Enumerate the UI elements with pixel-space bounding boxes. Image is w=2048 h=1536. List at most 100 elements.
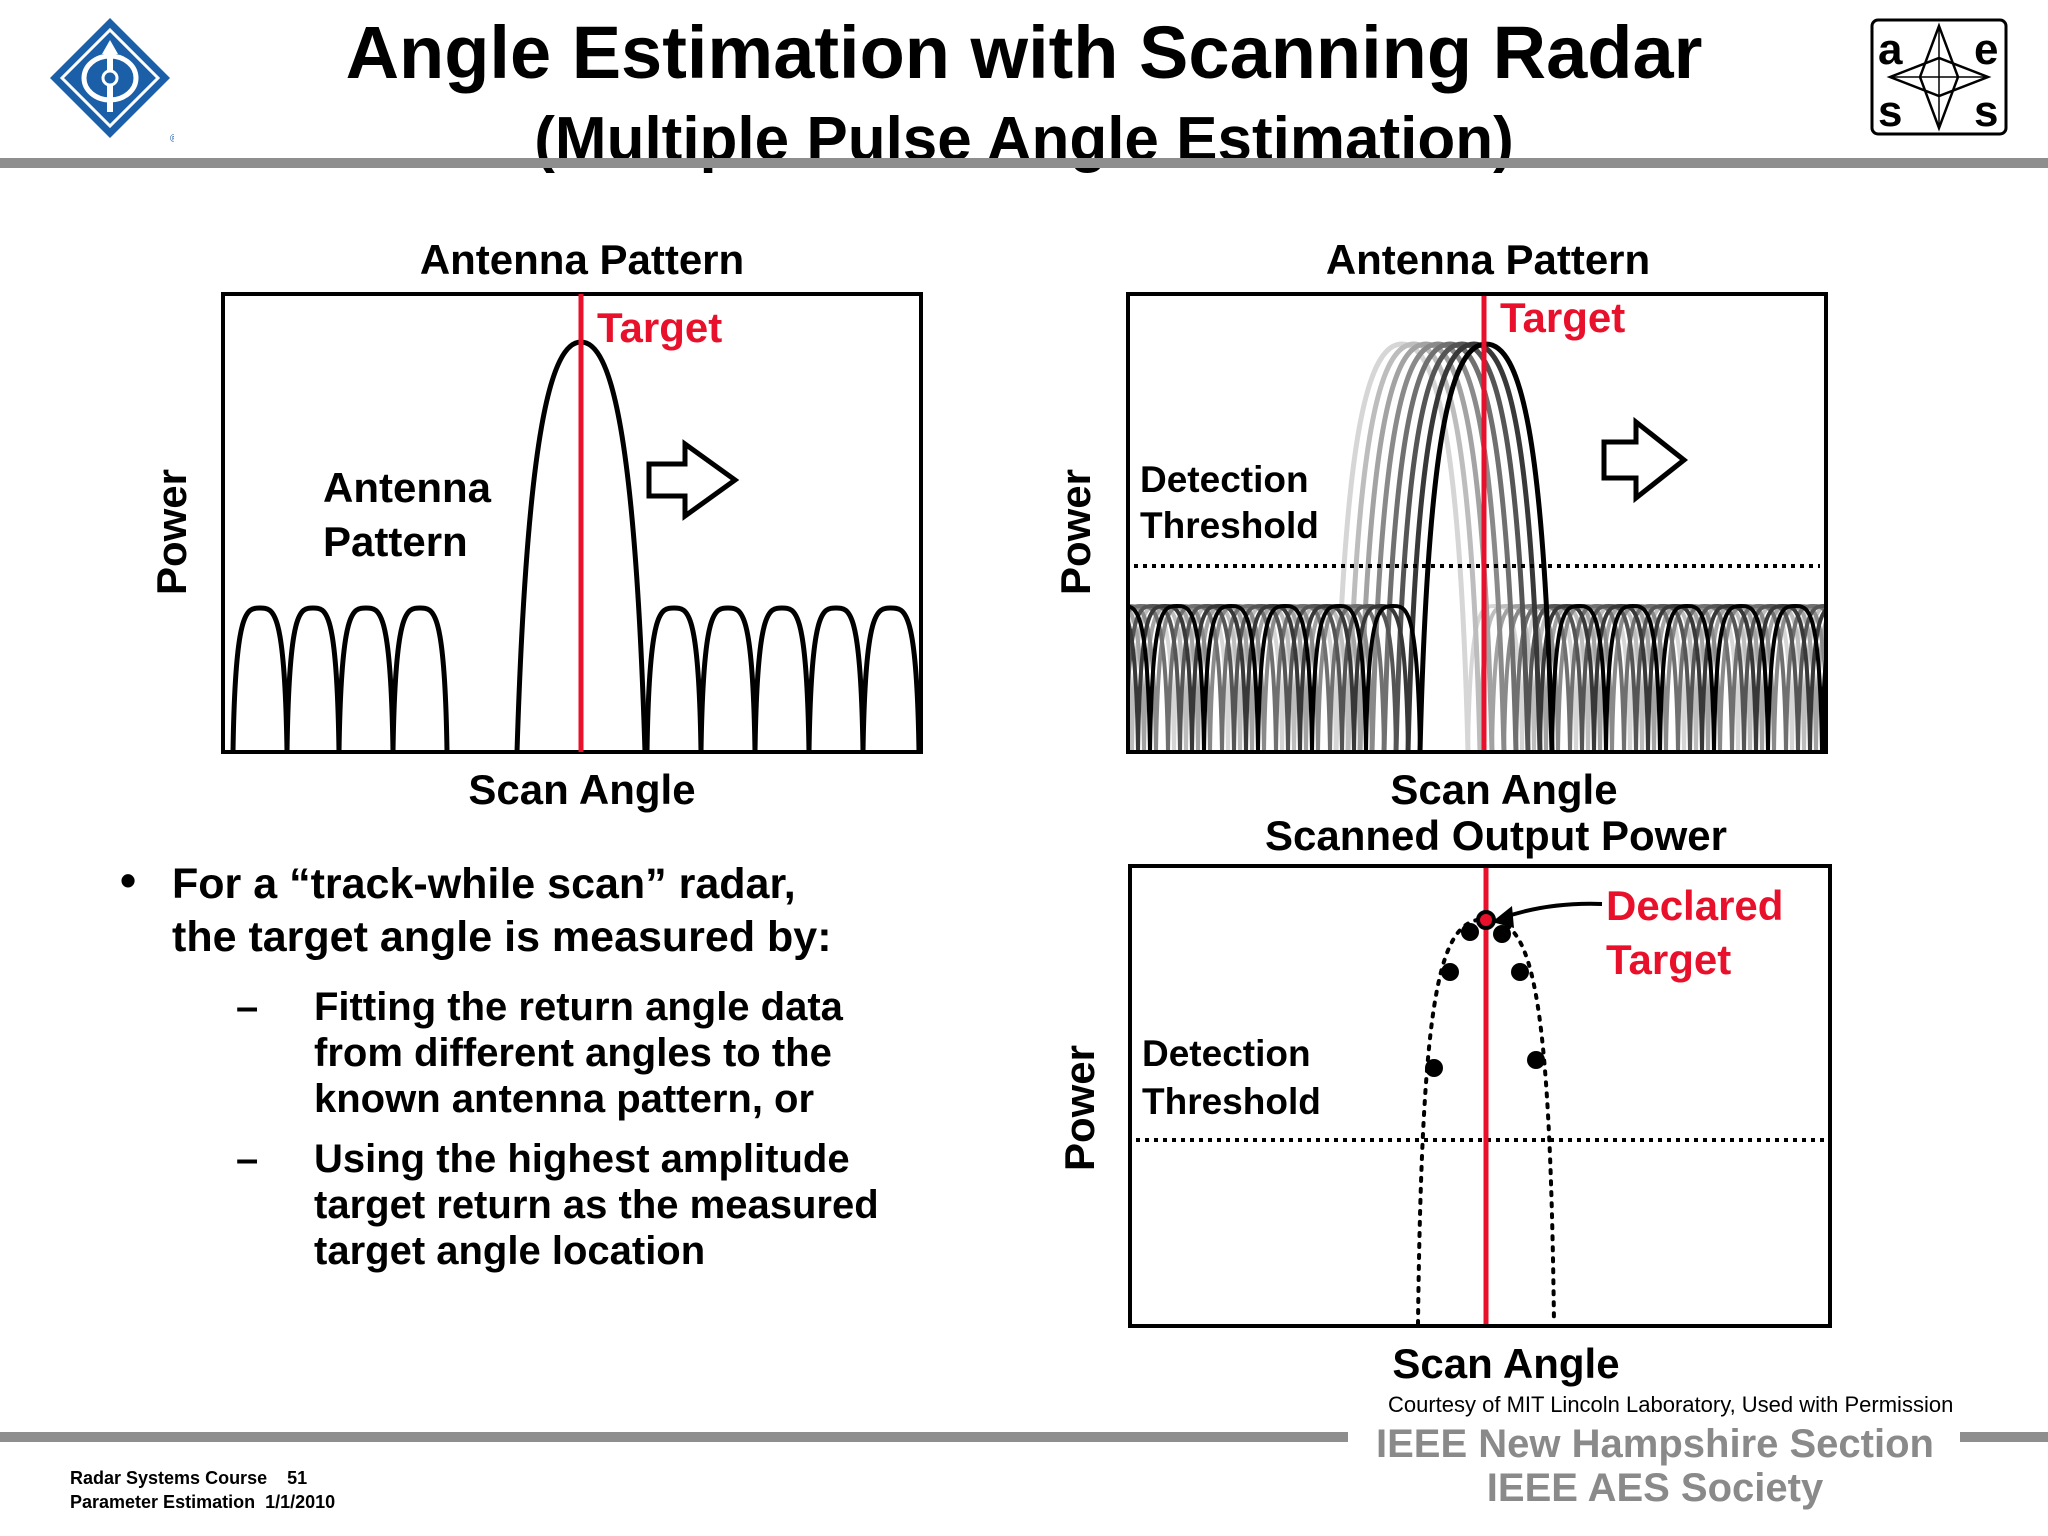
- footer-page: 51: [287, 1468, 308, 1488]
- sub1-line-1: Fitting the return angle data: [314, 985, 843, 1029]
- aes-logo-letter-e: e: [1974, 25, 1998, 74]
- left-y-label: Power: [148, 468, 195, 596]
- antenna-lobe: [1232, 603, 1290, 750]
- right-top-target-label: Target: [1500, 294, 1625, 341]
- aes-logo: a e s s: [1870, 18, 2008, 136]
- declared-label-1: Declared: [1606, 882, 1783, 929]
- antenna-lobe: [1310, 603, 1368, 750]
- scanned-main-lobe: [1393, 341, 1531, 750]
- left-pattern-label-2: Pattern: [323, 518, 468, 565]
- left-antenna-plot: Target Antenna Pattern: [221, 292, 923, 754]
- antenna-lobe: [1712, 603, 1770, 750]
- antenna-lobe: [1568, 603, 1626, 750]
- right-bottom-x-label: Scan Angle: [1392, 1340, 1620, 1387]
- declared-label-2: Target: [1606, 936, 1731, 983]
- antenna-lobe: [1592, 603, 1650, 750]
- scanned-main-lobe: [1333, 341, 1471, 750]
- antenna-lobe: [1802, 604, 1824, 750]
- antenna-lobe: [1646, 603, 1704, 750]
- antenna-lobe: [1328, 603, 1386, 750]
- antenna-lobe: [1828, 606, 1830, 752]
- antenna-lobe: [1676, 603, 1734, 750]
- scanned-pattern-6: [1130, 341, 1824, 750]
- antenna-lobe: [1622, 603, 1680, 750]
- antenna-lobe: [1514, 603, 1572, 750]
- antenna-lobe: [1634, 603, 1692, 750]
- antenna-lobe: [1130, 621, 1140, 750]
- measured-returns: [1425, 923, 1545, 1077]
- bullet-main: • For a “track-while scan” radar, the ta…: [120, 854, 940, 964]
- left-side-lobes: [230, 605, 922, 753]
- ieee-logo: ®: [50, 18, 174, 144]
- left-pattern-label-1: Antenna: [323, 464, 492, 511]
- sub-bullet-dash: –: [236, 1137, 259, 1181]
- right-bottom-threshold-label-1: Detection: [1142, 1033, 1311, 1074]
- right-scan-direction-arrow: [1601, 416, 1689, 504]
- footer-rule-left: [0, 1432, 1348, 1442]
- antenna-lobe: [1340, 603, 1398, 750]
- antenna-lobe: [1754, 603, 1812, 750]
- antenna-lobe: [1166, 603, 1224, 750]
- scanned-main-lobe: [1357, 341, 1495, 750]
- sub1-line-3: known antenna pattern, or: [314, 1077, 815, 1121]
- footer-course: Radar Systems Course: [70, 1468, 268, 1488]
- left-target-label: Target: [597, 304, 722, 351]
- footer-rule-right: [1960, 1432, 2048, 1442]
- scanned-pattern-5: [1130, 341, 1824, 750]
- scanned-pattern-overlays: [1130, 341, 1830, 752]
- antenna-lobe: [1742, 603, 1800, 750]
- right-top-plot-title: Antenna Pattern: [1325, 236, 1651, 283]
- antenna-lobe: [1352, 603, 1410, 750]
- sub2-line-3: target angle location: [314, 1229, 706, 1273]
- right-top-antenna-plot: Target Detection Threshold: [1126, 292, 1830, 754]
- sub1-line-2: from different angles to the: [314, 1031, 832, 1075]
- scanned-main-lobe: [1345, 341, 1483, 750]
- bullet-main-line-1: For a “track-while scan” radar,: [172, 860, 796, 908]
- sub-bullet-1: – Fitting the return angle data from dif…: [120, 984, 940, 1122]
- antenna-lobe: [1202, 603, 1260, 750]
- footer-line-1: Radar Systems Course 51: [70, 1466, 335, 1490]
- footer-section: Parameter Estimation: [70, 1492, 256, 1512]
- antenna-lobe: [1604, 603, 1662, 750]
- footer-line-2: Parameter Estimation 1/1/2010: [70, 1490, 335, 1514]
- antenna-lobe: [806, 605, 866, 753]
- footer-course-info: Radar Systems Course 51 Parameter Estima…: [70, 1466, 335, 1514]
- scanned-pattern-7: [1130, 341, 1824, 750]
- antenna-lobe: [1658, 603, 1716, 750]
- return-point: [1493, 925, 1511, 943]
- antenna-lobe: [1490, 603, 1548, 750]
- return-point: [1461, 923, 1479, 941]
- right-bottom-threshold-label-2: Threshold: [1142, 1081, 1321, 1122]
- right-top-threshold-label-2: Threshold: [1140, 505, 1319, 546]
- antenna-lobe: [1130, 603, 1170, 750]
- antenna-lobe: [1814, 621, 1824, 750]
- antenna-lobe: [1526, 603, 1584, 750]
- antenna-lobe: [1808, 608, 1824, 750]
- footer-org-2: IEEE AES Society: [1486, 1466, 1824, 1510]
- antenna-lobe: [1688, 603, 1746, 750]
- antenna-lobe: [1364, 603, 1422, 750]
- antenna-lobe: [1784, 603, 1824, 750]
- return-point: [1511, 963, 1529, 981]
- return-point: [1425, 1059, 1443, 1077]
- antenna-lobe: [1130, 604, 1152, 750]
- scanned-output-plot: Declared Target Detection Threshold: [1128, 864, 1832, 1328]
- antenna-lobe: [1730, 603, 1788, 750]
- scanned-main-lobe: [1369, 341, 1507, 750]
- antenna-lobe: [644, 605, 704, 753]
- antenna-lobe: [1466, 603, 1524, 750]
- antenna-lobe: [698, 605, 758, 753]
- right-bottom-plot-title: Scanned Output Power: [1264, 812, 1728, 859]
- bullet-dot: •: [120, 854, 137, 906]
- bullet-main-line-2: the target angle is measured by:: [172, 913, 832, 961]
- aes-logo-letter-s1: s: [1878, 87, 1902, 136]
- left-plot-title: Antenna Pattern: [419, 236, 745, 283]
- antenna-lobe: [1130, 603, 1182, 750]
- declared-target-point: [1476, 910, 1496, 930]
- antenna-lobe: [1220, 603, 1278, 750]
- antenna-lobe: [1148, 603, 1206, 750]
- antenna-lobe: [284, 605, 342, 753]
- antenna-lobe: [1274, 603, 1332, 750]
- sub-bullet-dash: –: [236, 985, 259, 1029]
- right-top-threshold-label-1: Detection: [1140, 459, 1309, 500]
